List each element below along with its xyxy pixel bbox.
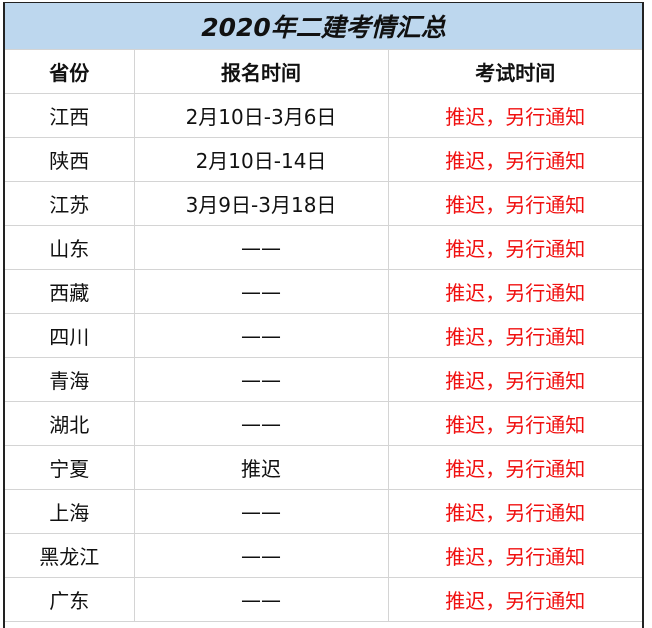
province-cell: 青海 — [5, 357, 135, 402]
exam-cell: 推迟，另行通知 — [387, 445, 642, 490]
exam-cell: 推迟，另行通知 — [387, 577, 642, 622]
exam-cell: 推迟，另行通知 — [387, 137, 642, 182]
table-row: 西藏 —— 推迟，另行通知 — [5, 269, 642, 314]
table-row: 山东 —— 推迟，另行通知 — [5, 225, 642, 270]
table-row: 四川 —— 推迟，另行通知 — [5, 313, 642, 358]
header-registration: 报名时间 — [133, 50, 389, 94]
registration-cell: —— — [133, 225, 389, 270]
exam-cell: 推迟，另行通知 — [387, 269, 642, 314]
data-table: 省份 报名时间 考试时间 江西 2月10日-3月6日 推迟，另行通知 陕西 2月10日-… — [5, 50, 642, 622]
exam-cell: 推迟，另行通知 — [387, 489, 642, 534]
registration-cell: 3月9日-3月18日 — [133, 181, 389, 226]
province-cell: 西藏 — [5, 269, 135, 314]
province-cell: 上海 — [5, 489, 135, 534]
province-cell: 江西 — [5, 93, 135, 138]
province-cell: 广东 — [5, 577, 135, 622]
province-cell: 黑龙江 — [5, 533, 135, 578]
registration-cell: —— — [133, 357, 389, 402]
registration-cell: —— — [133, 313, 389, 358]
exam-cell: 推迟，另行通知 — [387, 225, 642, 270]
table-row: 上海 —— 推迟，另行通知 — [5, 489, 642, 534]
registration-cell: —— — [133, 489, 389, 534]
registration-cell: 推迟 — [133, 445, 389, 490]
registration-cell: —— — [133, 401, 389, 446]
province-cell: 四川 — [5, 313, 135, 358]
registration-cell: —— — [133, 533, 389, 578]
exam-summary-table: 2020年二建考情汇总 省份 报名时间 考试时间 江西 2月10日-3月6日 推迟，… — [3, 2, 644, 628]
province-cell: 陕西 — [5, 137, 135, 182]
header-exam: 考试时间 — [387, 50, 642, 94]
exam-cell: 推迟，另行通知 — [387, 93, 642, 138]
exam-cell: 推迟，另行通知 — [387, 181, 642, 226]
registration-cell: 2月10日-14日 — [133, 137, 389, 182]
table-row: 宁夏 推迟 推迟，另行通知 — [5, 445, 642, 490]
exam-cell: 推迟，另行通知 — [387, 357, 642, 402]
province-cell: 江苏 — [5, 181, 135, 226]
table-row: 黑龙江 —— 推迟，另行通知 — [5, 533, 642, 578]
exam-cell: 推迟，另行通知 — [387, 401, 642, 446]
header-row: 省份 报名时间 考试时间 — [5, 50, 642, 94]
table-row: 湖北 —— 推迟，另行通知 — [5, 401, 642, 446]
table-title: 2020年二建考情汇总 — [5, 3, 642, 50]
table-row: 江苏 3月9日-3月18日 推迟，另行通知 — [5, 181, 642, 226]
table-row: 江西 2月10日-3月6日 推迟，另行通知 — [5, 93, 642, 138]
exam-cell: 推迟，另行通知 — [387, 533, 642, 578]
exam-cell: 推迟，另行通知 — [387, 313, 642, 358]
province-cell: 湖北 — [5, 401, 135, 446]
province-cell: 宁夏 — [5, 445, 135, 490]
province-cell: 山东 — [5, 225, 135, 270]
table-row: 陕西 2月10日-14日 推迟，另行通知 — [5, 137, 642, 182]
table-row: 广东 —— 推迟，另行通知 — [5, 577, 642, 622]
table-row: 青海 —— 推迟，另行通知 — [5, 357, 642, 402]
registration-cell: 2月10日-3月6日 — [133, 93, 389, 138]
registration-cell: —— — [133, 269, 389, 314]
registration-cell: —— — [133, 577, 389, 622]
header-province: 省份 — [5, 50, 135, 94]
